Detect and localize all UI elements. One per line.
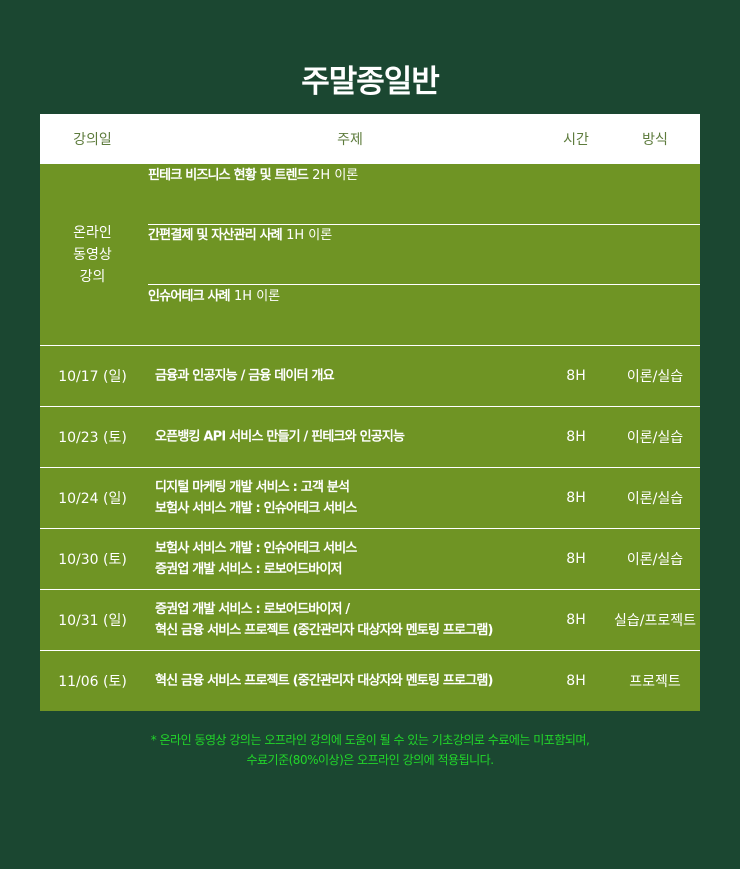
topic-line: 증권업 개발 서비스 : 로보어드바이저 / <box>155 602 350 617</box>
topic: 핀테크 비즈니스 현황 및 트렌드 <box>148 168 309 183</box>
topic: 증권업 개발 서비스 : 로보어드바이저 / 혁신 금융 서비스 프로젝트 (중간… <box>155 599 493 641</box>
table-header: 강의일 주제 시간 방식 <box>40 114 700 164</box>
table-row: 10/23 (토) 오픈뱅킹 API 서비스 만들기 / 핀테크와 인공지능 8… <box>40 407 700 468</box>
date: 11/06 (토) <box>58 674 127 690</box>
hours: 8H <box>566 551 586 567</box>
method: 이론 <box>256 289 281 304</box>
table-row: 10/31 (일) 증권업 개발 서비스 : 로보어드바이저 / 혁신 금융 서비… <box>40 590 700 651</box>
method: 이론/실습 <box>626 552 684 568</box>
method: 프로젝트 <box>629 674 681 690</box>
topic-line: 보험사 서비스 개발 : 인슈어테크 서비스 <box>155 541 357 556</box>
hours: 8H <box>566 368 586 384</box>
online-label: 온라인 동영상 강의 <box>40 222 145 288</box>
date: 10/24 (일) <box>58 491 127 507</box>
topic-line: 혁신 금융 서비스 프로젝트 (중간관리자 대상자와 멘토링 프로그램) <box>155 623 493 638</box>
topic-line: 오픈뱅킹 API 서비스 만들기 / 핀테크와 인공지능 <box>155 429 405 445</box>
table-row: 간편결제 및 자산관리 사례 1H 이론 <box>148 224 700 285</box>
online-label-line: 온라인 <box>73 224 112 241</box>
topic: 금융과 인공지능 / 금융 데이터 개요 <box>155 366 335 387</box>
date: 10/30 (토) <box>58 552 127 568</box>
hours: 1H <box>286 228 305 243</box>
table-row: 10/17 (일) 금융과 인공지능 / 금융 데이터 개요 8H 이론/실습 <box>40 346 700 407</box>
header-hours: 시간 <box>563 132 589 148</box>
header-date: 강의일 <box>73 132 112 148</box>
topic: 인슈어테크 사례 <box>148 289 231 304</box>
hours: 8H <box>566 673 586 689</box>
page-title: 주말종일반 <box>301 64 440 100</box>
footnote: * 온라인 동영상 강의는 오프라인 강의에 도움이 될 수 있는 기초강의로 … <box>0 730 740 770</box>
topic: 혁신 금융 서비스 프로젝트 (중간관리자 대상자와 멘토링 프로그램) <box>155 671 493 692</box>
table-row: 핀테크 비즈니스 현황 및 트렌드 2H 이론 <box>148 164 700 225</box>
online-label-line: 강의 <box>79 268 106 285</box>
date: 10/17 (일) <box>58 369 127 385</box>
date: 10/31 (일) <box>58 613 127 629</box>
online-section: 온라인 동영상 강의 핀테크 비즈니스 현황 및 트렌드 2H 이론 간편결제 … <box>40 164 700 346</box>
topic-line: 혁신 금융 서비스 프로젝트 (중간관리자 대상자와 멘토링 프로그램) <box>155 673 493 689</box>
footnote-line: 수료기준(80%이상)은 오프라인 강의에 적용됩니다. <box>246 753 494 767</box>
hours: 1H <box>234 289 253 304</box>
footnote-line: * 온라인 동영상 강의는 오프라인 강의에 도움이 될 수 있는 기초강의로 … <box>150 733 590 747</box>
hours: 2H <box>312 168 331 183</box>
method: 이론 <box>334 168 359 183</box>
topic-line: 증권업 개발 서비스 : 로보어드바이저 <box>155 562 343 577</box>
hours: 8H <box>566 490 586 506</box>
topic-line: 디지털 마케팅 개발 서비스 : 고객 분석 <box>155 480 350 495</box>
method: 이론/실습 <box>626 430 684 446</box>
topic-line: 금융과 인공지능 / 금융 데이터 개요 <box>155 368 335 384</box>
table-row: 인슈어테크 사례 1H 이론 <box>148 285 700 345</box>
topic: 오픈뱅킹 API 서비스 만들기 / 핀테크와 인공지능 <box>155 427 405 448</box>
method: 이론 <box>308 228 333 243</box>
schedule-table: 강의일 주제 시간 방식 온라인 동영상 강의 핀테크 비즈니스 현황 및 트렌… <box>40 114 700 711</box>
method: 이론/실습 <box>626 491 684 507</box>
header-method: 방식 <box>642 132 668 148</box>
topic-line: 보험사 서비스 개발 : 인슈어테크 서비스 <box>155 501 357 516</box>
table-row: 11/06 (토) 혁신 금융 서비스 프로젝트 (중간관리자 대상자와 멘토링… <box>40 651 700 711</box>
hours: 8H <box>566 429 586 445</box>
method: 이론/실습 <box>626 369 684 385</box>
topic: 간편결제 및 자산관리 사례 <box>148 228 283 243</box>
date: 10/23 (토) <box>58 430 127 446</box>
header-topic: 주제 <box>337 132 363 148</box>
method: 실습/프로젝트 <box>614 613 696 629</box>
hours: 8H <box>566 612 586 628</box>
online-label-line: 동영상 <box>73 246 112 263</box>
